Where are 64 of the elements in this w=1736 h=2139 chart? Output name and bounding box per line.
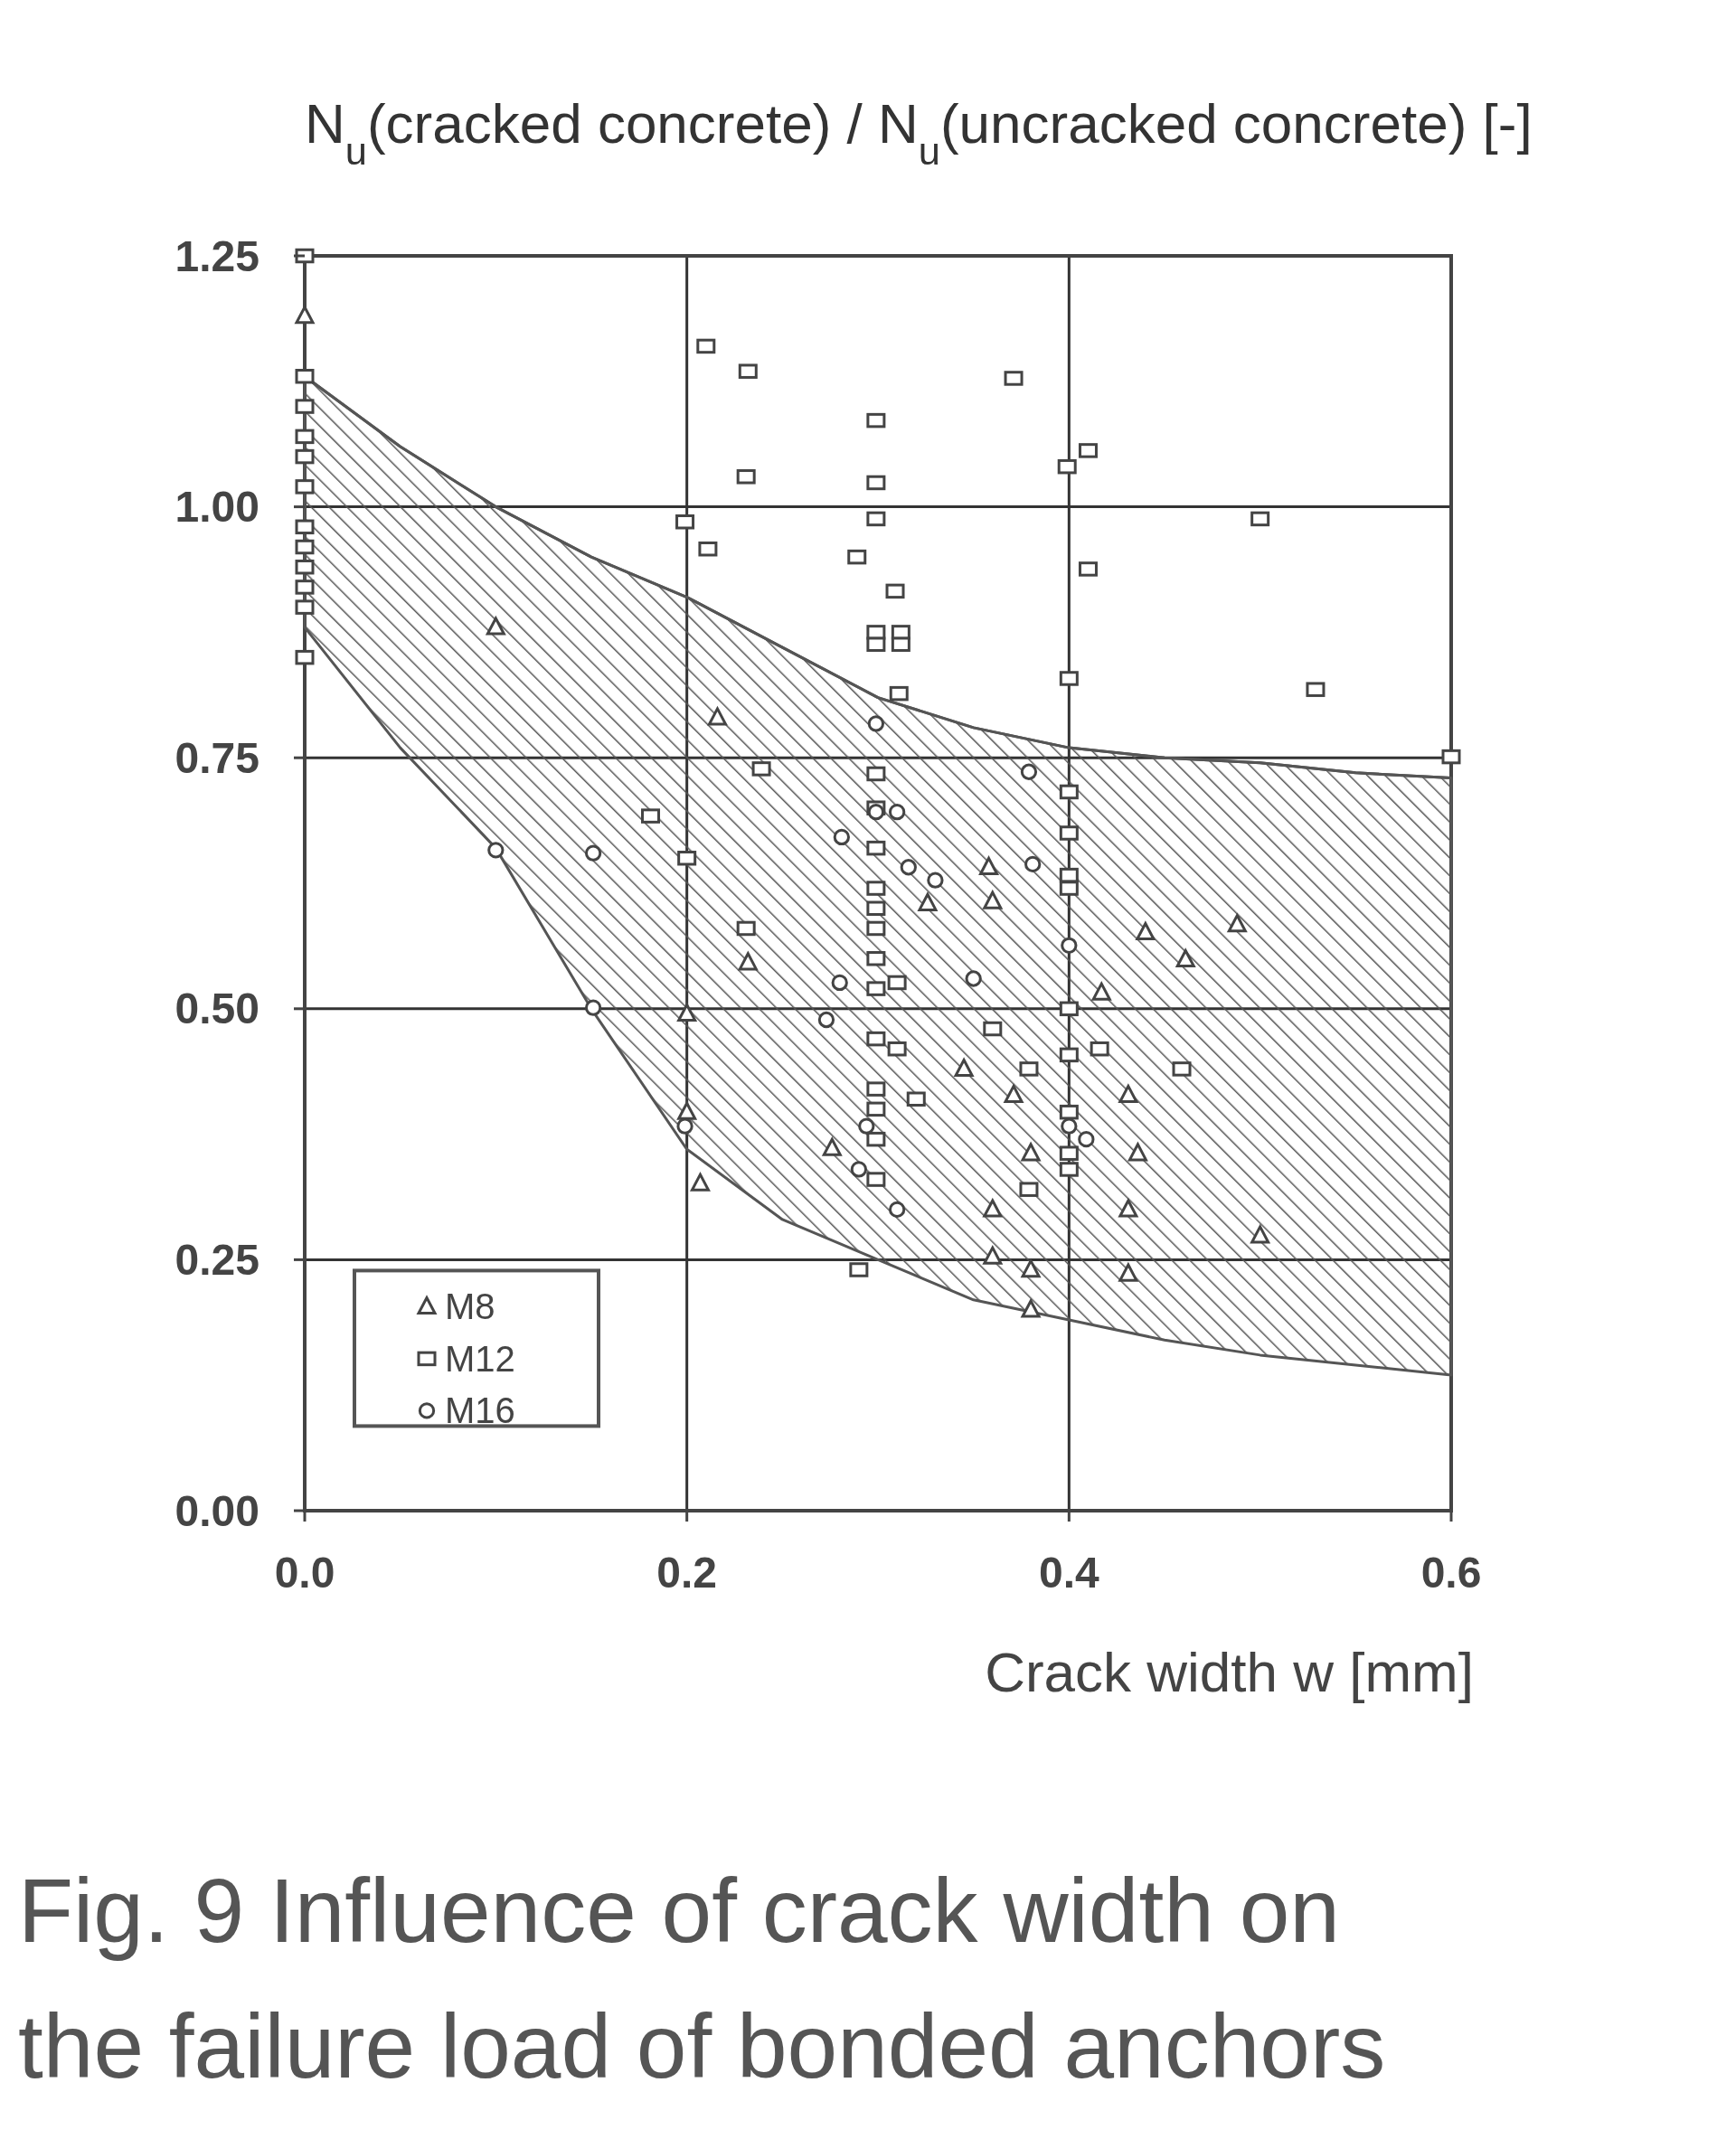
point bbox=[867, 804, 885, 821]
legend-label: M16 bbox=[445, 1390, 515, 1431]
point bbox=[1136, 922, 1156, 941]
point bbox=[918, 892, 938, 911]
y-tick-label: 1.25 bbox=[175, 231, 259, 280]
point bbox=[1021, 1299, 1041, 1318]
point bbox=[1021, 1143, 1041, 1162]
point bbox=[1118, 1084, 1138, 1103]
point bbox=[858, 1117, 875, 1135]
y-tick-label: 1.00 bbox=[175, 483, 259, 532]
point bbox=[1021, 1259, 1041, 1278]
point bbox=[831, 974, 848, 992]
legend-label: M8 bbox=[445, 1286, 495, 1327]
point bbox=[1175, 948, 1195, 968]
x-tick-label: 0.2 bbox=[656, 1549, 718, 1597]
point bbox=[888, 804, 906, 821]
point bbox=[822, 1137, 842, 1156]
point bbox=[954, 1059, 974, 1078]
point bbox=[584, 999, 602, 1016]
point bbox=[690, 1173, 710, 1192]
point bbox=[1091, 982, 1111, 1001]
x-axis-title: Crack width w [mm] bbox=[985, 1641, 1474, 1703]
point bbox=[707, 707, 727, 726]
y-tick-label: 0.50 bbox=[175, 985, 259, 1033]
x-tick-label: 0.6 bbox=[1420, 1549, 1482, 1597]
point bbox=[1004, 1084, 1024, 1103]
point bbox=[1250, 1225, 1270, 1244]
point bbox=[1127, 1143, 1147, 1162]
point bbox=[817, 1011, 835, 1029]
point bbox=[584, 844, 602, 862]
point bbox=[677, 1003, 697, 1022]
x-tick-label: 0.0 bbox=[274, 1549, 335, 1597]
point bbox=[900, 859, 917, 876]
point bbox=[965, 970, 982, 987]
point bbox=[833, 828, 850, 846]
legend-label: M12 bbox=[445, 1338, 515, 1379]
y-tick-label: 0.00 bbox=[175, 1486, 259, 1535]
point bbox=[487, 842, 505, 859]
point bbox=[676, 1117, 693, 1135]
y-axis-title: N$_{u}$(cracked concrete) / N$_{u}$(uncracked concrete) [-] bbox=[305, 92, 1533, 173]
point bbox=[979, 856, 999, 875]
point bbox=[850, 1161, 868, 1178]
point bbox=[1227, 914, 1247, 933]
point bbox=[927, 872, 944, 889]
caption: Fig. 9 Influence of crack width on the failure load of bonded anchors bbox=[18, 1860, 1386, 2097]
point bbox=[1078, 1131, 1095, 1148]
point bbox=[1020, 763, 1038, 780]
point bbox=[738, 952, 758, 971]
point bbox=[1024, 855, 1042, 873]
point bbox=[867, 715, 885, 732]
x-tick-label: 0.4 bbox=[1038, 1549, 1099, 1597]
point bbox=[486, 617, 505, 636]
point bbox=[677, 1101, 697, 1120]
point bbox=[1061, 1117, 1078, 1135]
point bbox=[1118, 1261, 1139, 1282]
point bbox=[1118, 1199, 1138, 1218]
point bbox=[983, 1246, 1003, 1265]
y-tick-label: 0.75 bbox=[175, 733, 259, 782]
point bbox=[983, 1199, 1003, 1218]
point bbox=[295, 306, 315, 325]
point bbox=[982, 889, 1004, 909]
point bbox=[888, 1201, 906, 1219]
y-tick-label: 0.25 bbox=[175, 1235, 259, 1284]
point bbox=[1061, 937, 1078, 954]
